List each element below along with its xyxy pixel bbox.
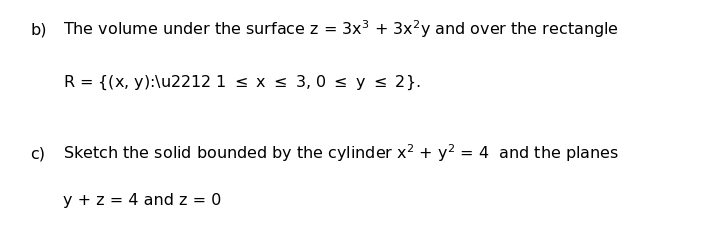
Text: The volume under the surface z = 3x$^{3}$ + 3x$^{2}$y and over the rectangle: The volume under the surface z = 3x$^{3}… xyxy=(63,18,619,40)
Text: Sketch the solid bounded by the cylinder x$^{2}$ + y$^{2}$ = 4  and the planes: Sketch the solid bounded by the cylinder… xyxy=(63,142,619,164)
Text: b): b) xyxy=(30,23,47,38)
Text: c): c) xyxy=(30,147,45,162)
Text: y + z = 4 and z = 0: y + z = 4 and z = 0 xyxy=(63,193,222,208)
Text: R = {(x, y):\u2212 1 $\leq$ x $\leq$ 3, 0 $\leq$ y $\leq$ 2}.: R = {(x, y):\u2212 1 $\leq$ x $\leq$ 3, … xyxy=(63,73,421,92)
